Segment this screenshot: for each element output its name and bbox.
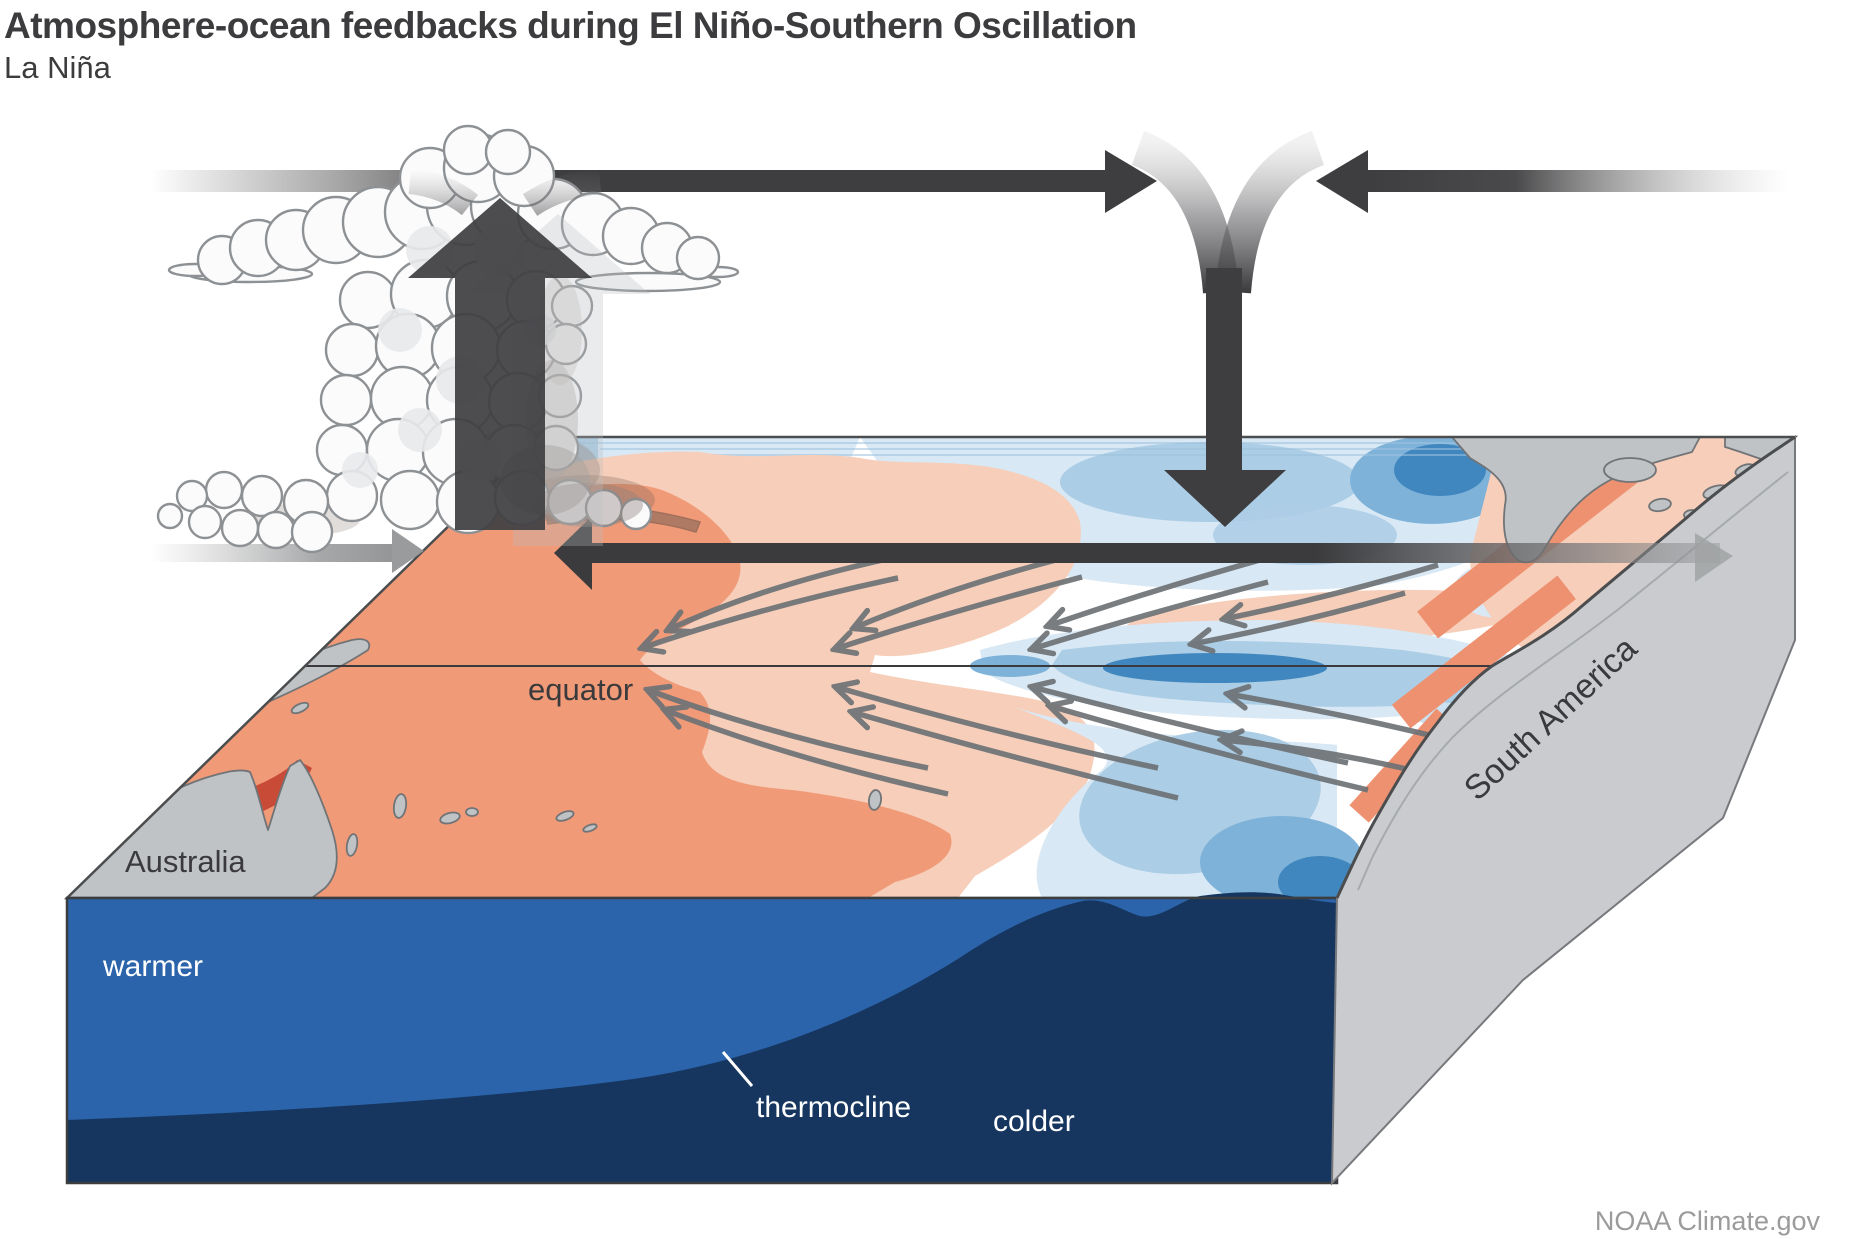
outflow-curl-right xyxy=(522,168,602,216)
warmer-label: warmer xyxy=(102,950,203,983)
upper-eastward-flow-band xyxy=(150,170,1105,192)
outflow-curl-left xyxy=(408,168,479,216)
upper-eastward-arrowhead-icon xyxy=(1105,150,1157,213)
coastline-edge xyxy=(1335,435,1796,899)
descending-air-shaft xyxy=(1206,268,1242,475)
trade-wind-band xyxy=(592,543,1720,563)
cold-deep-ocean-layer xyxy=(67,892,1337,1183)
upper-westward-flow-band xyxy=(1368,170,1790,192)
thermocline-label: thermocline xyxy=(756,1091,911,1124)
andes-ridge-line xyxy=(1357,471,1789,891)
attribution: NOAA Climate.gov xyxy=(1595,1206,1821,1236)
cold-tongue-core xyxy=(1103,653,1327,683)
equator-label: equator xyxy=(528,672,633,707)
upper-westward-arrowhead-icon xyxy=(1316,150,1368,213)
trade-wind-arrowhead-icon xyxy=(554,516,592,590)
west-convergence-band xyxy=(150,544,392,562)
east-divergence-arrowhead-icon xyxy=(1695,533,1733,582)
updraft-arrow xyxy=(408,168,650,546)
west-convergence-arrowhead-icon xyxy=(392,529,424,573)
surface-wind-arrows xyxy=(150,516,1733,590)
updraft-arrow-icon xyxy=(408,198,592,530)
page-subtitle: La Niña xyxy=(4,50,112,85)
updraft-arrow-echo xyxy=(466,214,650,546)
walker-circulation-upper-arrows xyxy=(150,131,1790,527)
australia-label: Australia xyxy=(125,844,246,879)
descending-air-arrowhead-icon xyxy=(1164,470,1286,527)
sst-anomaly-map xyxy=(67,437,1795,898)
thermocline-pointer-line xyxy=(721,1051,754,1087)
colder-label: colder xyxy=(993,1105,1075,1138)
convergence-curl-right xyxy=(1215,131,1325,294)
page-title: Atmosphere-ocean feedbacks during El Niñ… xyxy=(4,5,1137,46)
ocean-cross-section: warmer thermocline colder xyxy=(65,892,1339,1185)
